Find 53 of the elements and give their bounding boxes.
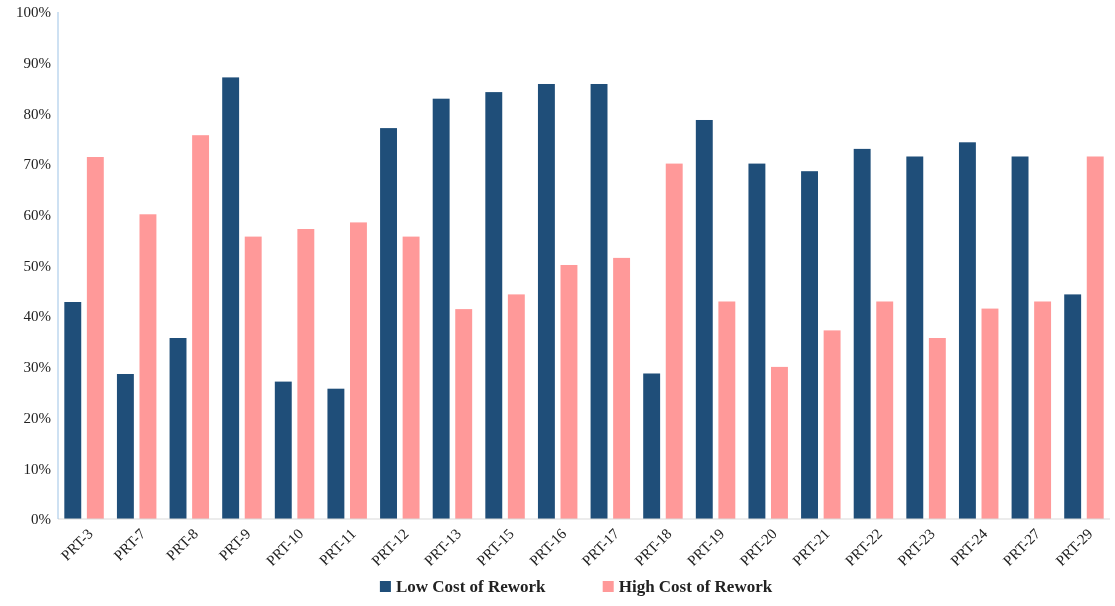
y-tick-label: 10% (23, 460, 51, 477)
legend-label: High Cost of Rework (618, 577, 773, 596)
y-tick-label: 30% (23, 359, 51, 376)
bar (876, 301, 894, 519)
y-tick-label: 40% (23, 308, 51, 325)
bar (590, 83, 608, 519)
bar (169, 338, 187, 519)
bar (380, 128, 397, 519)
bar (695, 119, 713, 519)
y-tick-label: 60% (23, 207, 51, 224)
bar (222, 77, 240, 519)
bar (327, 388, 345, 519)
bar (350, 222, 367, 519)
bar (64, 302, 82, 519)
bar (192, 135, 210, 519)
bar (432, 98, 450, 519)
legend-label: Low Cost of Rework (395, 577, 547, 596)
y-tick-label: 100% (16, 4, 51, 21)
bar (801, 171, 818, 519)
bar (297, 229, 315, 519)
bar (613, 257, 631, 519)
bar (1086, 156, 1104, 519)
y-tick-label: 0% (31, 511, 51, 528)
y-tick-label: 70% (23, 156, 51, 173)
bar (86, 157, 104, 519)
bar (274, 381, 292, 519)
bar (537, 83, 555, 519)
bar (1011, 156, 1029, 519)
bar (560, 264, 578, 519)
y-tick-label: 20% (23, 409, 51, 426)
bar (665, 163, 683, 519)
bar (958, 142, 976, 519)
bar (485, 92, 503, 519)
bar (402, 236, 420, 519)
bar (853, 148, 871, 519)
y-tick-label: 50% (23, 257, 51, 274)
bar (507, 294, 525, 519)
bar (981, 308, 999, 519)
y-tick-label: 80% (23, 105, 51, 122)
bar (116, 374, 134, 519)
bar (906, 156, 924, 519)
bar (718, 301, 736, 519)
bar (455, 309, 473, 519)
bar (928, 338, 946, 519)
bar (139, 214, 157, 519)
bar (643, 373, 661, 519)
bar (771, 366, 788, 519)
bar (1034, 301, 1052, 519)
bar (1064, 294, 1082, 519)
bar (823, 330, 841, 519)
bar (244, 236, 262, 519)
bar (748, 163, 766, 519)
y-tick-label: 90% (23, 54, 51, 71)
